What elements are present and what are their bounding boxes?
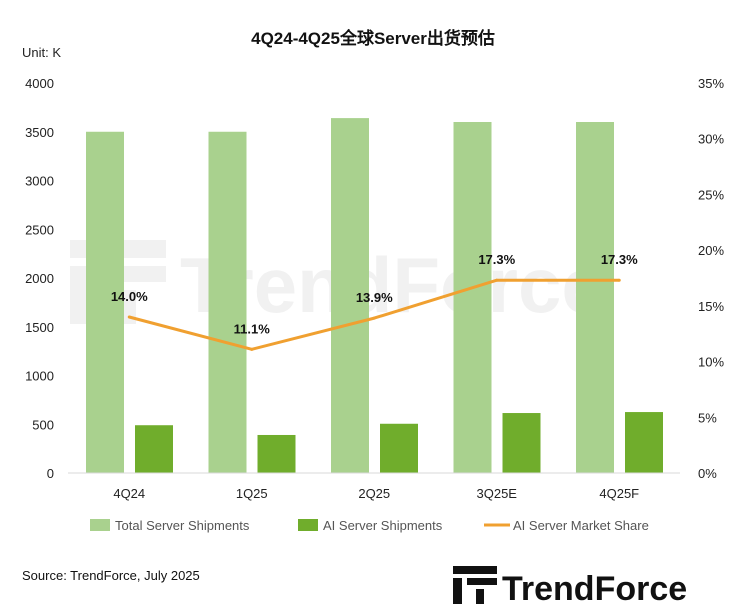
watermark-text: TrendForce <box>180 241 605 329</box>
total-server-bar <box>331 118 369 473</box>
left-tick-label: 3500 <box>25 125 54 140</box>
total-server-bar <box>453 122 492 473</box>
legend-item-share: AI Server Market Share <box>484 518 649 533</box>
market-share-data-label: 17.3% <box>601 252 638 267</box>
left-tick-label: 500 <box>32 417 54 432</box>
category-label: 4Q24 <box>113 486 145 501</box>
legend-swatch-ai <box>298 519 318 531</box>
market-share-data-label: 11.1% <box>234 321 271 336</box>
ai-server-bar <box>380 423 418 473</box>
watermark: TrendForce <box>70 240 605 329</box>
market-share-labels: 14.0% 11.1% 13.9% 17.3% 17.3% <box>111 252 638 336</box>
right-tick-label: 30% <box>698 132 724 147</box>
ai-server-bar <box>502 413 541 473</box>
right-tick-label: 20% <box>698 243 724 258</box>
left-tick-label: 1000 <box>25 369 54 384</box>
legend-item-total: Total Server Shipments <box>90 518 250 533</box>
market-share-data-label: 14.0% <box>111 289 148 304</box>
left-tick-label: 3000 <box>25 174 54 189</box>
right-tick-label: 35% <box>698 76 724 91</box>
legend-label-share: AI Server Market Share <box>513 518 649 533</box>
category-label: 3Q25E <box>477 486 518 501</box>
left-axis-ticks: 0 500 1000 1500 2000 2500 3000 3500 4000 <box>25 76 54 481</box>
chart-title: 4Q24-4Q25全球Server出货预估 <box>251 28 495 48</box>
legend-swatch-total <box>90 519 110 531</box>
right-axis-ticks: 0% 5% 10% 15% 20% 25% 30% 35% <box>698 76 724 481</box>
total-server-bar <box>576 122 614 473</box>
total-server-bar <box>208 131 247 473</box>
market-share-point <box>250 347 254 351</box>
ai-server-bars <box>135 412 663 473</box>
left-tick-label: 2000 <box>25 271 54 286</box>
category-label: 4Q25F <box>599 486 639 501</box>
total-server-bars <box>86 118 614 473</box>
left-tick-label: 0 <box>47 466 54 481</box>
market-share-point <box>127 315 131 319</box>
trendforce-logo-icon <box>453 566 497 604</box>
legend-item-ai: AI Server Shipments <box>298 518 443 533</box>
market-share-point <box>495 278 499 282</box>
ai-server-bar <box>257 434 296 473</box>
market-share-data-label: 17.3% <box>478 252 515 267</box>
market-share-point <box>372 316 376 320</box>
market-share-point <box>617 278 621 282</box>
right-tick-label: 15% <box>698 299 724 314</box>
legend: Total Server Shipments AI Server Shipmen… <box>90 518 649 533</box>
right-tick-label: 5% <box>698 410 717 425</box>
category-label: 1Q25 <box>236 486 268 501</box>
category-label: 2Q25 <box>358 486 390 501</box>
logo-text: TrendForce <box>502 570 687 608</box>
right-tick-label: 25% <box>698 187 724 202</box>
right-tick-label: 10% <box>698 355 724 370</box>
right-tick-label: 0% <box>698 466 717 481</box>
legend-label-total: Total Server Shipments <box>115 518 250 533</box>
market-share-data-label: 13.9% <box>356 290 393 305</box>
market-share-line <box>127 278 621 351</box>
left-tick-label: 1500 <box>25 320 54 335</box>
legend-label-ai: AI Server Shipments <box>323 518 443 533</box>
source-note: Source: TrendForce, July 2025 <box>22 568 200 583</box>
ai-server-bar <box>625 412 663 473</box>
unit-label: Unit: K <box>22 45 61 60</box>
trendforce-logo: TrendForce <box>453 566 687 608</box>
category-labels: 4Q24 1Q25 2Q25 3Q25E 4Q25F <box>113 486 639 501</box>
left-tick-label: 4000 <box>25 76 54 91</box>
left-tick-label: 2500 <box>25 222 54 237</box>
ai-server-bar <box>135 425 173 473</box>
total-server-bar <box>86 131 124 473</box>
